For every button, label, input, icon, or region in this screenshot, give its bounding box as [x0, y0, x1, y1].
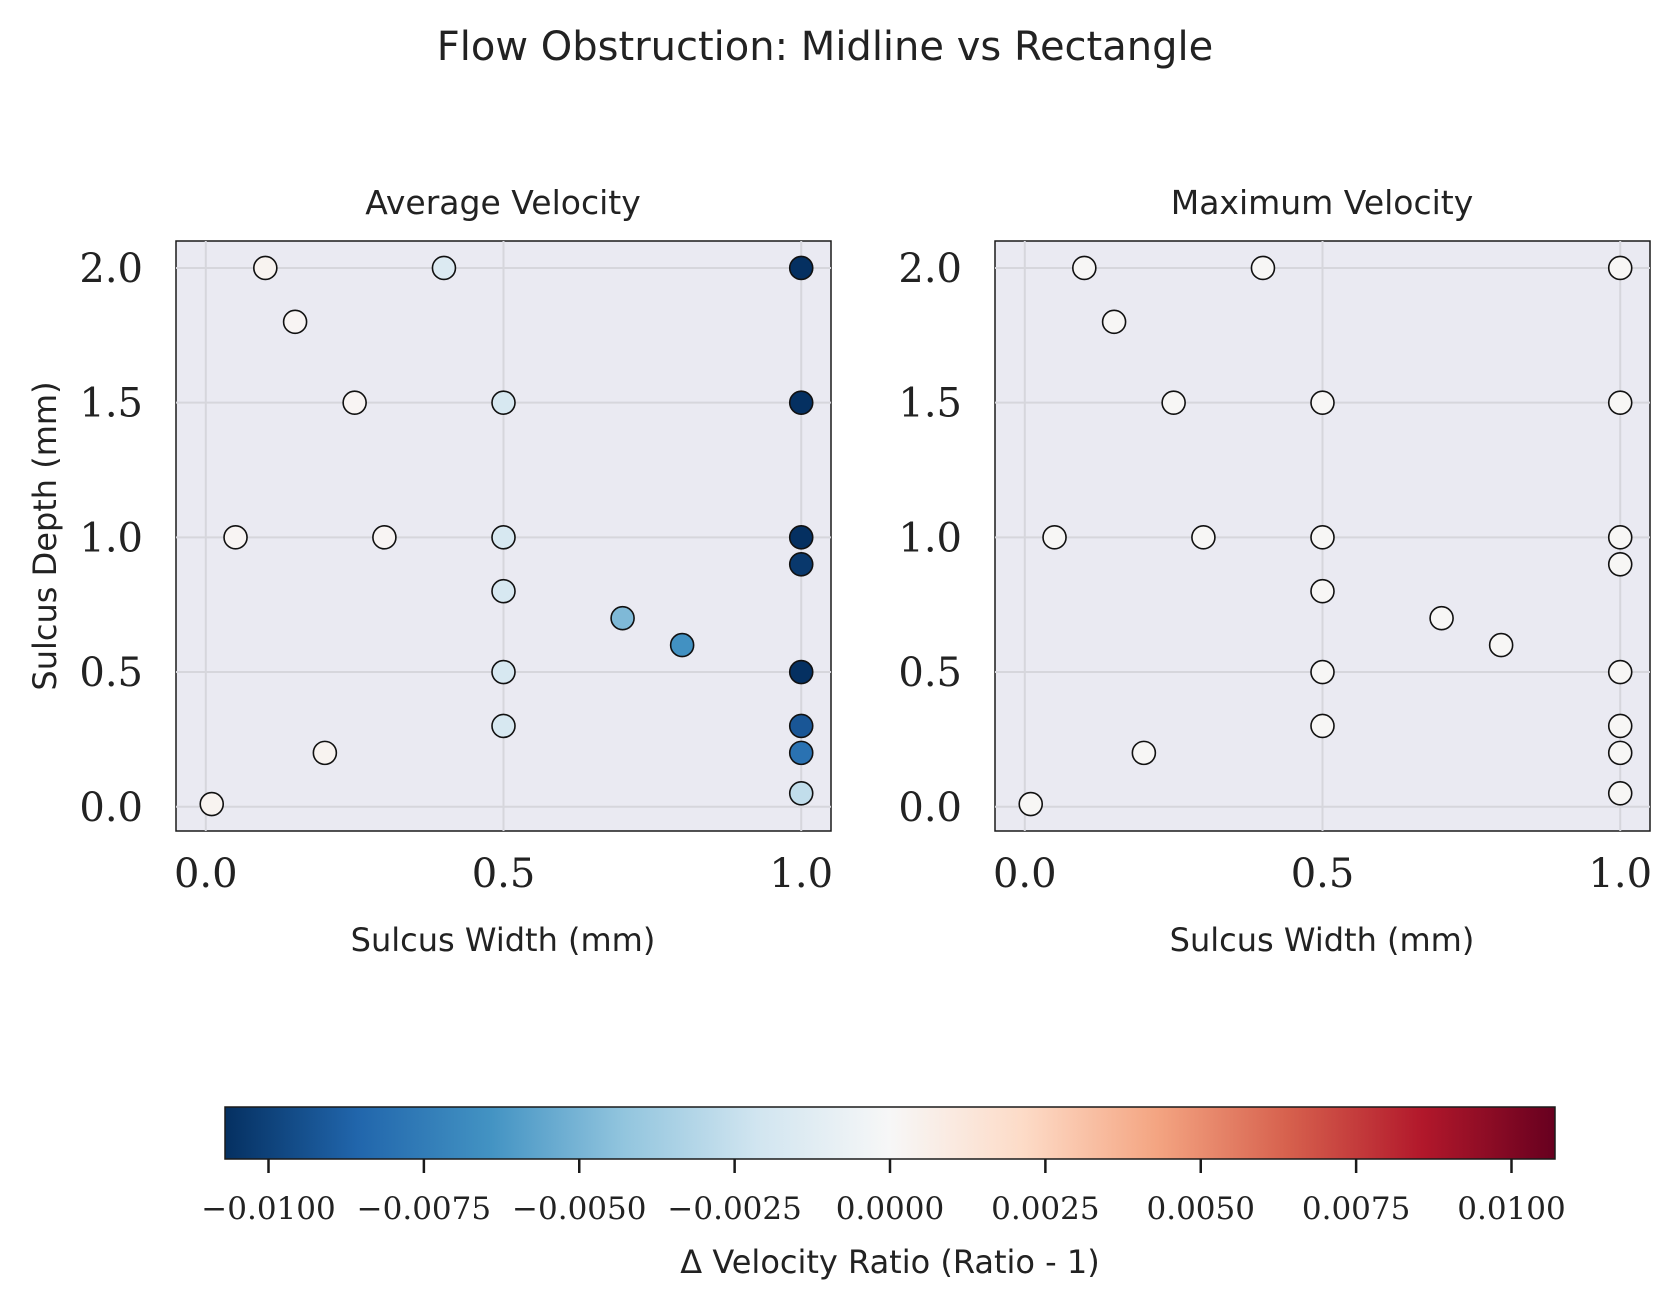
- maximum-velocity-data-point: [1072, 255, 1097, 281]
- colorbar-ticks: −0.0100 −0.0075 −0.0050 −0.0025 0.0000 0.0025…: [201, 1159, 1566, 1227]
- average-velocity-data-point: [669, 632, 695, 658]
- maximum-velocity-data-point: [1607, 255, 1633, 281]
- average-velocity-data-point: [788, 551, 814, 577]
- average-velocity-x-tick-label: 0.0: [174, 851, 238, 897]
- average-velocity-tick-labels: 0.0 0.5 1.0 0.0 0.5 1.0 1.5 2.0: [79, 246, 833, 897]
- colorbar-tick-label: −0.0075: [357, 1191, 491, 1227]
- average-velocity-y-axis-label: Sulcus Depth (mm): [26, 381, 64, 690]
- average-velocity-data-point: [491, 525, 516, 550]
- average-velocity-data-point: [788, 659, 814, 685]
- average-velocity-data-point: [788, 390, 814, 415]
- average-velocity-data-point: [610, 605, 635, 631]
- average-velocity-y-tick-label: 0.0: [79, 785, 143, 831]
- maximum-velocity-data-point: [1131, 740, 1157, 766]
- maximum-velocity-data-point: [1607, 780, 1633, 806]
- maximum-velocity-y-tick-label: 1.0: [898, 515, 962, 561]
- average-velocity-x-tick-label: 1.0: [769, 851, 833, 897]
- colorbar-tick-label: −0.0025: [667, 1191, 801, 1227]
- maximum-velocity-data-point: [1018, 791, 1044, 817]
- colorbar-label: Δ Velocity Ratio (Ratio - 1): [680, 1243, 1099, 1281]
- maximum-velocity-data-point: [1607, 740, 1633, 766]
- maximum-velocity-points: [1018, 255, 1633, 817]
- maximum-velocity-x-axis-label: Sulcus Width (mm): [1170, 921, 1475, 959]
- average-velocity-y-tick-label: 0.5: [79, 650, 143, 696]
- maximum-velocity-x-tick-label: 0.5: [1291, 851, 1355, 897]
- average-velocity-y-tick-label: 1.0: [79, 515, 143, 561]
- maximum-velocity-data-point: [1607, 713, 1633, 739]
- average-velocity-x-axis-label: Sulcus Width (mm): [351, 921, 656, 959]
- average-velocity-data-point: [491, 578, 516, 604]
- average-velocity-title: Average Velocity: [365, 183, 640, 222]
- maximum-velocity-data-point: [1191, 525, 1216, 550]
- maximum-velocity-data-point: [1042, 525, 1067, 550]
- average-velocity-data-point: [223, 525, 248, 550]
- average-velocity-data-point: [312, 740, 338, 766]
- average-velocity-data-point: [253, 255, 278, 281]
- average-velocity-data-point: [431, 255, 457, 281]
- average-velocity-data-point: [788, 780, 814, 806]
- maximum-velocity-data-point: [1101, 309, 1127, 335]
- maximum-velocity-x-tick-label: 0.0: [993, 851, 1057, 897]
- colorbar-tick-label: 0.0025: [991, 1191, 1099, 1227]
- maximum-velocity-data-point: [1310, 659, 1335, 685]
- maximum-velocity-data-point: [1488, 632, 1514, 658]
- average-velocity-data-point: [491, 713, 516, 739]
- maximum-velocity-y-tick-label: 0.0: [898, 785, 962, 831]
- colorbar: −0.0100 −0.0075 −0.0050 −0.0025 0.0000 0.0025…: [201, 1106, 1566, 1281]
- average-velocity-data-point: [342, 390, 367, 415]
- maximum-velocity-data-point: [1607, 390, 1633, 415]
- maximum-velocity-y-tick-label: 1.5: [898, 381, 962, 427]
- maximum-velocity-data-point: [1429, 605, 1454, 631]
- average-velocity-data-point: [491, 390, 516, 415]
- colorbar-tick-label: −0.0100: [201, 1191, 335, 1227]
- average-velocity-data-point: [788, 255, 814, 281]
- maximum-velocity-y-tick-label: 0.5: [898, 650, 962, 696]
- figure-title: Flow Obstruction: Midline vs Rectangle: [437, 24, 1213, 70]
- maximum-velocity-data-point: [1607, 525, 1633, 550]
- average-velocity-points: [199, 255, 814, 817]
- maximum-velocity-data-point: [1161, 390, 1186, 415]
- average-velocity-y-tick-label: 1.5: [79, 381, 143, 427]
- maximum-velocity-data-point: [1310, 390, 1335, 415]
- average-velocity-y-tick-label: 2.0: [79, 246, 143, 292]
- maximum-velocity-data-point: [1310, 713, 1335, 739]
- average-velocity-data-point: [282, 309, 308, 335]
- maximum-velocity-tick-labels: 0.0 0.5 1.0 0.0 0.5 1.0 1.5 2.0: [898, 246, 1652, 897]
- colorbar-tick-label: −0.0050: [512, 1191, 646, 1227]
- colorbar-gradient: [224, 1106, 1556, 1160]
- maximum-velocity-panel: 0.0 0.5 1.0 0.0 0.5 1.0 1.5 2.0 Maximum Velocit…: [898, 183, 1652, 959]
- colorbar-tick-label: 0.0000: [836, 1191, 944, 1227]
- average-velocity-data-point: [788, 713, 814, 739]
- maximum-velocity-data-point: [1310, 578, 1335, 604]
- average-velocity-panel: 0.0 0.5 1.0 0.0 0.5 1.0 1.5 2.0 Average Velocit…: [26, 183, 833, 959]
- average-velocity-data-point: [491, 659, 516, 685]
- maximum-velocity-data-point: [1607, 551, 1633, 577]
- maximum-velocity-x-tick-label: 1.0: [1588, 851, 1652, 897]
- colorbar-tick-label: 0.0050: [1147, 1191, 1255, 1227]
- colorbar-tick-label: 0.0075: [1302, 1191, 1410, 1227]
- colorbar-tick-label: 0.0100: [1457, 1191, 1565, 1227]
- average-velocity-data-point: [199, 791, 225, 817]
- maximum-velocity-title: Maximum Velocity: [1171, 183, 1474, 222]
- average-velocity-data-point: [788, 740, 814, 766]
- average-velocity-data-point: [788, 525, 814, 550]
- maximum-velocity-data-point: [1607, 659, 1633, 685]
- maximum-velocity-data-point: [1250, 255, 1276, 281]
- maximum-velocity-y-tick-label: 2.0: [898, 246, 962, 292]
- average-velocity-data-point: [372, 525, 397, 550]
- average-velocity-x-tick-label: 0.5: [472, 851, 536, 897]
- maximum-velocity-data-point: [1310, 525, 1335, 550]
